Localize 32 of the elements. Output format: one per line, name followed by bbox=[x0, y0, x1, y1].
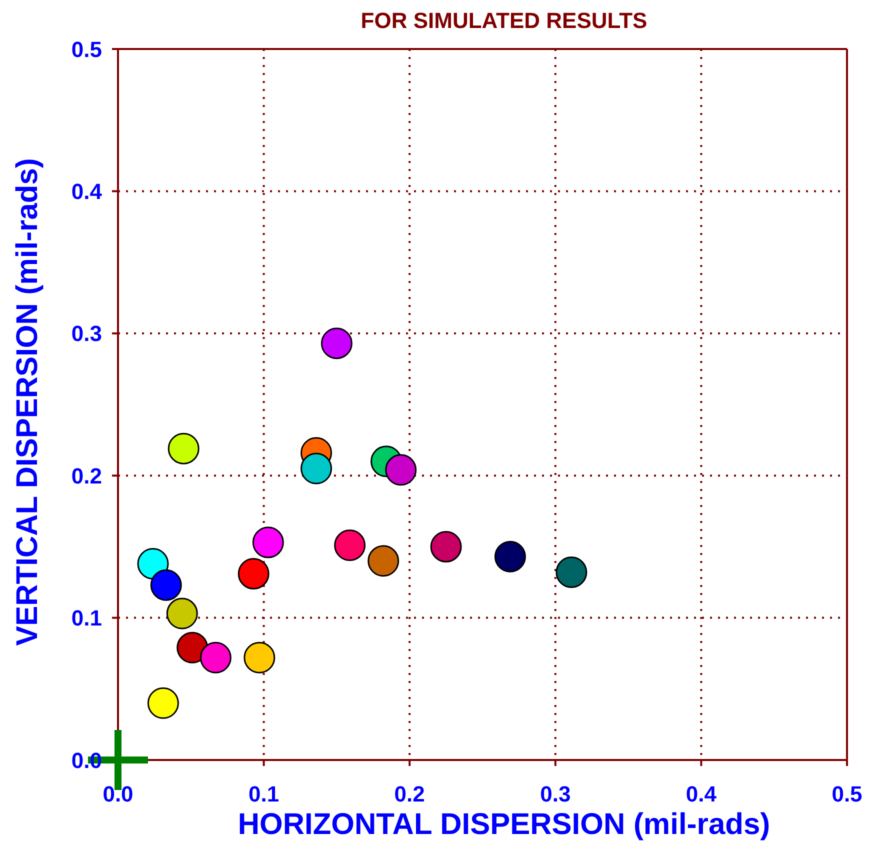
x-tick-label: 0.1 bbox=[248, 782, 280, 807]
point bbox=[238, 558, 270, 590]
point bbox=[147, 687, 179, 719]
chart-title: FOR SIMULATED RESULTS bbox=[360, 8, 648, 34]
point bbox=[430, 530, 462, 562]
point bbox=[252, 526, 284, 558]
x-tick-label: 0.0 bbox=[102, 782, 134, 807]
point bbox=[494, 540, 526, 572]
point bbox=[200, 642, 232, 674]
y-axis-title: VERTICAL DISPERSION (mil-rads) bbox=[11, 158, 45, 646]
x-tick-label: 0.2 bbox=[394, 782, 425, 807]
y-tick-label: 0.1 bbox=[71, 606, 102, 631]
x-tick-label: 0.4 bbox=[686, 782, 718, 807]
x-tick-label: 0.5 bbox=[832, 782, 862, 807]
point bbox=[368, 545, 400, 577]
y-tick-label: 0.0 bbox=[71, 748, 102, 773]
point bbox=[300, 452, 332, 484]
point bbox=[176, 632, 208, 664]
point bbox=[244, 642, 276, 674]
point bbox=[320, 328, 352, 360]
y-tick-label: 0.2 bbox=[71, 463, 102, 488]
point bbox=[166, 598, 198, 630]
y-tick-label: 0.5 bbox=[71, 36, 102, 62]
point bbox=[150, 569, 182, 601]
x-axis-title: HORIZONTAL DISPERSION (mil-rads) bbox=[236, 808, 772, 842]
point bbox=[385, 454, 417, 486]
point bbox=[556, 556, 588, 588]
point bbox=[334, 530, 366, 562]
y-tick-label: 0.4 bbox=[71, 179, 103, 204]
y-tick-label: 0.3 bbox=[71, 321, 102, 346]
x-tick-label: 0.3 bbox=[540, 782, 571, 807]
point bbox=[168, 432, 200, 464]
